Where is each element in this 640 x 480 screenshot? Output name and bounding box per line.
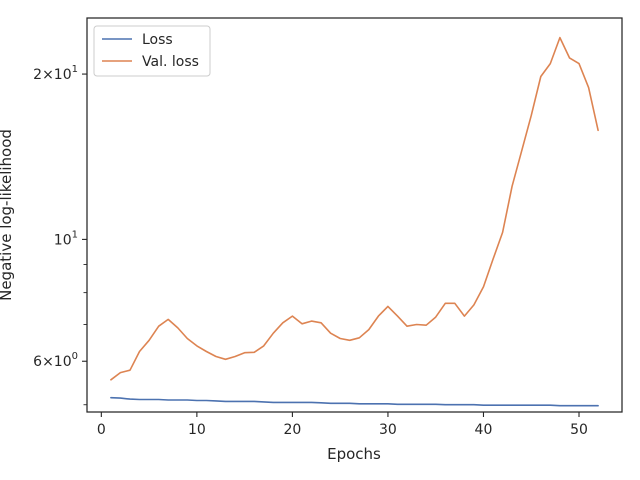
plot-lines	[110, 36, 599, 407]
legend-label-loss: Loss	[142, 32, 173, 48]
y-axis-label: Negative log-likelihood	[0, 129, 15, 301]
x-axis-label: Epochs	[327, 445, 381, 463]
legend: Loss Val. loss	[93, 25, 211, 77]
y-axis: 6×100 101 2×101	[33, 64, 87, 406]
y-tick-label: 2×101	[33, 64, 78, 83]
x-tick-label: 0	[97, 422, 106, 438]
y-tick-label: 101	[54, 229, 78, 248]
series-line-val-loss	[110, 36, 599, 381]
x-tick-label: 30	[379, 422, 397, 438]
y-tick-label: 6×100	[33, 351, 78, 370]
x-tick-label: 40	[475, 422, 493, 438]
x-tick-label: 10	[188, 422, 206, 438]
x-tick-label: 20	[283, 422, 301, 438]
series-line-loss	[110, 396, 599, 407]
x-tick-label: 50	[570, 422, 588, 438]
x-axis: 0 10 20 30 40 50	[97, 412, 588, 438]
plot-frame	[86, 17, 623, 413]
legend-label-val-loss: Val. loss	[142, 54, 199, 70]
